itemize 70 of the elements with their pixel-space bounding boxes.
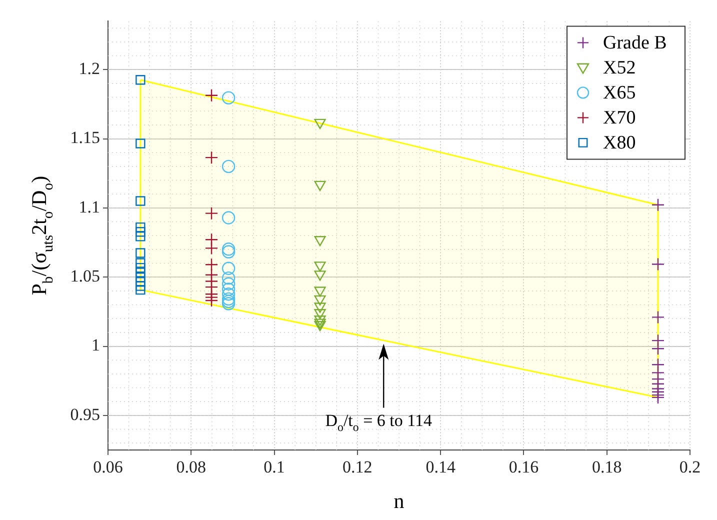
point bbox=[222, 160, 236, 174]
point bbox=[222, 292, 236, 306]
point bbox=[314, 180, 326, 192]
point bbox=[204, 242, 218, 255]
legend-label: X65 bbox=[603, 82, 636, 104]
x-tick-label: 0.14 bbox=[426, 458, 456, 477]
x-tick-label: 0.16 bbox=[508, 458, 539, 477]
point bbox=[204, 206, 218, 220]
point bbox=[136, 262, 146, 273]
point bbox=[651, 198, 665, 212]
point bbox=[222, 242, 236, 256]
legend-label: Grade B bbox=[603, 32, 667, 54]
legend-label: X70 bbox=[603, 108, 636, 129]
x-tick-label: 0.12 bbox=[342, 458, 372, 477]
point bbox=[651, 258, 665, 271]
point bbox=[204, 258, 218, 272]
point bbox=[136, 258, 146, 268]
legend-label: X52 bbox=[603, 58, 636, 79]
point bbox=[314, 262, 326, 272]
point bbox=[222, 245, 236, 258]
point bbox=[651, 342, 665, 356]
point bbox=[222, 211, 236, 224]
point bbox=[222, 294, 236, 308]
point bbox=[222, 91, 236, 104]
point bbox=[204, 150, 218, 164]
point bbox=[222, 282, 236, 296]
point bbox=[314, 295, 326, 306]
point bbox=[136, 268, 146, 278]
x-tick-label: 0.1 bbox=[264, 458, 285, 477]
point bbox=[136, 284, 146, 295]
point bbox=[136, 232, 146, 242]
y-tick-label: 1.1 bbox=[78, 197, 100, 216]
point bbox=[136, 227, 146, 237]
x-tick-label: 0.18 bbox=[592, 458, 622, 477]
point bbox=[136, 281, 146, 291]
x-tick-label: 0.08 bbox=[176, 458, 206, 477]
point bbox=[222, 262, 236, 275]
y-tick-label: 1.2 bbox=[78, 59, 100, 78]
point bbox=[136, 75, 146, 85]
text: Pb/(σuts2to/Do) bbox=[27, 176, 56, 296]
point bbox=[136, 248, 146, 258]
y-tick-label: 1 bbox=[92, 336, 100, 355]
x-tick-label: 0.06 bbox=[93, 458, 123, 477]
point bbox=[204, 88, 218, 102]
point bbox=[314, 270, 326, 281]
point bbox=[204, 294, 218, 308]
point bbox=[222, 297, 236, 310]
y-tick-label: 1.15 bbox=[70, 128, 100, 148]
point bbox=[136, 277, 146, 287]
point bbox=[314, 236, 326, 246]
y-tick-label: 1.05 bbox=[70, 266, 100, 286]
point bbox=[314, 320, 326, 332]
point bbox=[314, 302, 326, 313]
x-axis-title: n bbox=[394, 489, 405, 513]
point bbox=[136, 222, 146, 232]
point bbox=[222, 277, 236, 290]
point bbox=[222, 288, 236, 301]
legend-label: X80 bbox=[603, 132, 636, 154]
point bbox=[651, 390, 665, 404]
point bbox=[314, 318, 326, 329]
point bbox=[136, 138, 146, 148]
point bbox=[314, 286, 326, 297]
point bbox=[136, 196, 146, 206]
point bbox=[314, 316, 326, 326]
point bbox=[222, 271, 236, 285]
point bbox=[314, 309, 326, 320]
point bbox=[651, 310, 665, 324]
point bbox=[314, 118, 326, 130]
x-tick-label: 0.2 bbox=[679, 458, 701, 477]
y-tick-label: 0.95 bbox=[70, 404, 100, 424]
